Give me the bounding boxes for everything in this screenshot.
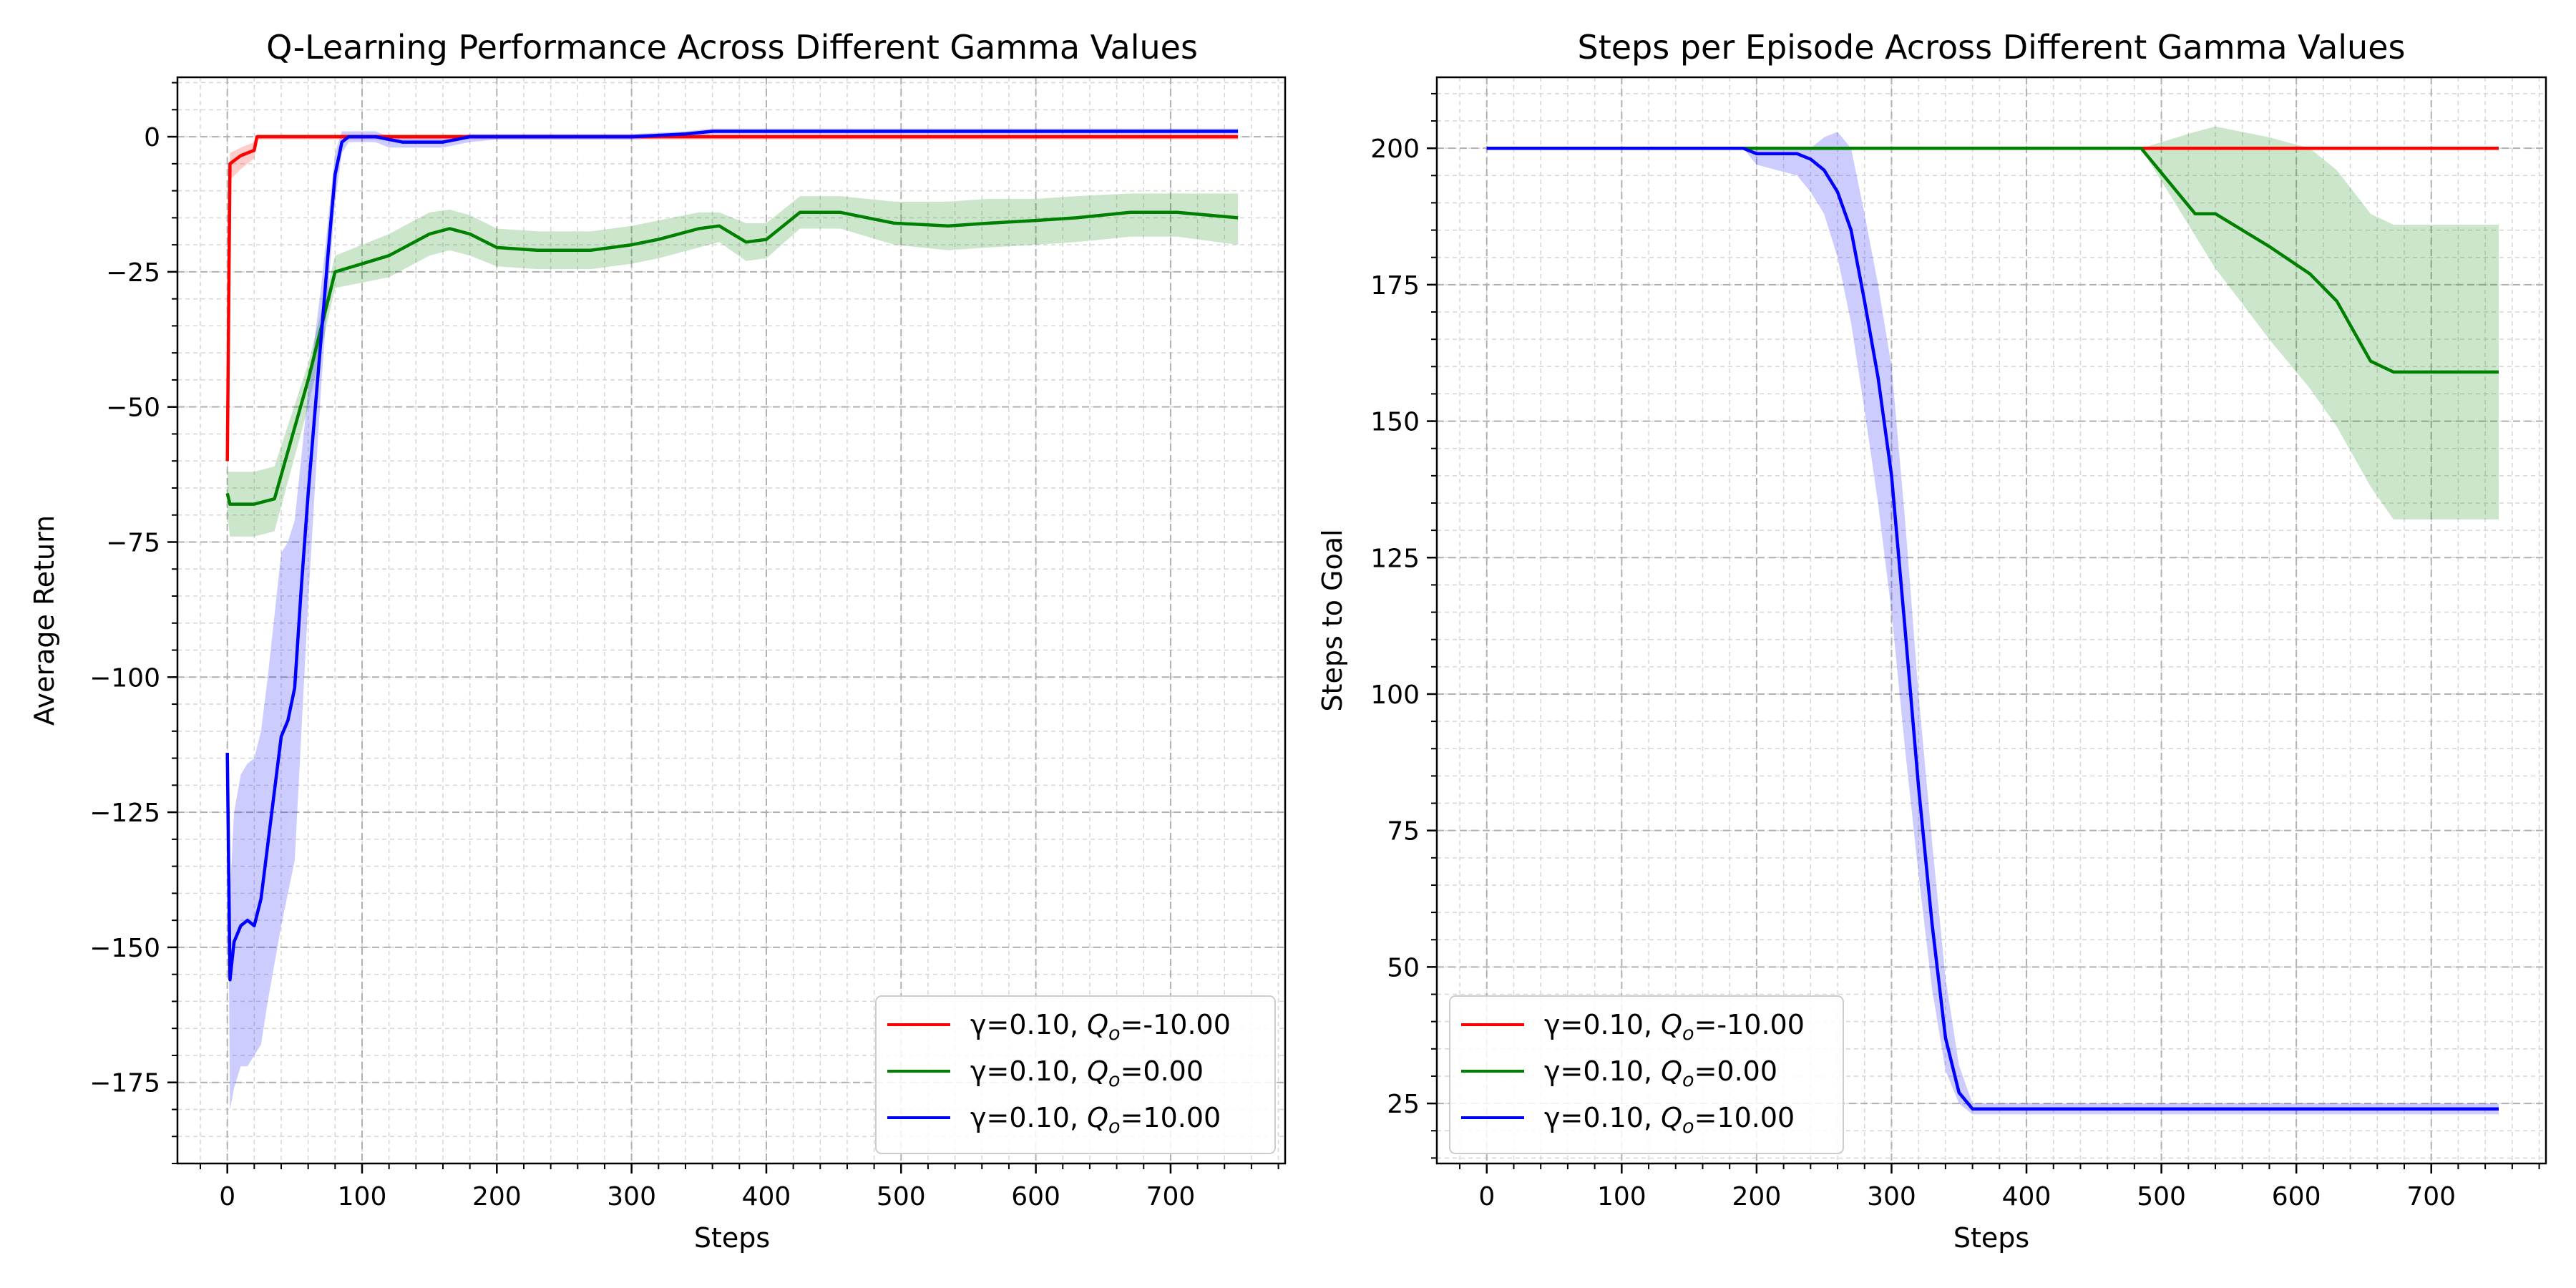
legend-entry: γ=0.10, Qo=10.00 — [887, 1102, 1221, 1138]
x-tick-label: 400 — [2002, 1182, 2051, 1211]
series-line — [1486, 146, 2499, 374]
y-tick-label: −25 — [106, 258, 160, 288]
chart-left: Q-Learning Performance Across Different … — [29, 28, 1287, 1254]
chart-right-ylabel: Steps to Goal — [1317, 529, 1348, 711]
chart-left-xlabel: Steps — [694, 1222, 770, 1254]
series-band — [227, 128, 1239, 1110]
legend-label: γ=0.10, Qo=10.00 — [970, 1102, 1221, 1138]
legend-entry: γ=0.10, Qo=0.00 — [887, 1055, 1204, 1091]
x-tick-label: 0 — [219, 1182, 235, 1211]
series-line — [225, 135, 1239, 462]
x-tick-label: 600 — [2272, 1182, 2321, 1211]
y-tick-label: 0 — [144, 123, 160, 152]
chart-right-bands — [1486, 126, 2499, 1115]
y-tick-label: 200 — [1370, 135, 1420, 164]
chart-left-frame — [176, 76, 1287, 1165]
chart-left-bands — [227, 128, 1239, 1110]
legend-entry: γ=0.10, Qo=10.00 — [1461, 1102, 1795, 1138]
series-line — [225, 210, 1239, 506]
x-tick-label: 700 — [1146, 1182, 1196, 1211]
chart-left-ylabel: Average Return — [29, 515, 60, 726]
x-tick-label: 100 — [338, 1182, 387, 1211]
y-tick-label: 75 — [1387, 817, 1420, 847]
x-tick-label: 300 — [1867, 1182, 1916, 1211]
y-tick-label: −150 — [89, 934, 160, 963]
y-tick-label: −75 — [106, 528, 160, 557]
chart-left-title: Q-Learning Performance Across Different … — [266, 28, 1198, 67]
chart-right-legend: γ=0.10, Qo=-10.00 γ=0.10, Qo=0.00 γ=0.10… — [1449, 995, 1844, 1154]
legend-label: γ=0.10, Qo=-10.00 — [1544, 1009, 1805, 1045]
y-tick-label: 100 — [1370, 680, 1420, 710]
y-tick-label: 150 — [1370, 408, 1420, 437]
chart-left-ticks: 0 100 200 300 400 500 600 700 0 −25 −50 −75 −100 −125… — [89, 82, 1279, 1211]
chart-right-legend-box — [1449, 995, 1844, 1154]
y-tick-label: −125 — [89, 799, 160, 828]
x-tick-label: 600 — [1011, 1182, 1060, 1211]
chart-left-lines — [225, 130, 1239, 982]
chart-right-frame — [1435, 76, 2547, 1165]
legend-entry: γ=0.10, Qo=-10.00 — [887, 1009, 1231, 1045]
x-tick-label: 500 — [877, 1182, 926, 1211]
y-tick-label: −175 — [89, 1069, 160, 1098]
chart-right-title: Steps per Episode Across Different Gamma… — [1578, 28, 2406, 67]
legend-label: γ=0.10, Qo=10.00 — [1544, 1102, 1795, 1138]
x-tick-label: 500 — [2137, 1182, 2186, 1211]
y-tick-label: −100 — [89, 663, 160, 693]
x-tick-label: 300 — [607, 1182, 656, 1211]
x-tick-label: 200 — [1732, 1182, 1782, 1211]
series-line — [1486, 146, 2499, 1111]
x-tick-label: 100 — [1597, 1182, 1646, 1211]
legend-entry: γ=0.10, Qo=0.00 — [1461, 1055, 1777, 1091]
y-tick-label: 125 — [1370, 544, 1420, 573]
x-tick-label: 700 — [2406, 1182, 2456, 1211]
x-tick-label: 0 — [1478, 1182, 1495, 1211]
chart-right-xlabel: Steps — [1953, 1222, 2029, 1254]
chart-left-legend-box — [875, 995, 1276, 1154]
legend-entry: γ=0.10, Qo=-10.00 — [1461, 1009, 1805, 1045]
chart-right-minor-grid — [1437, 77, 2546, 1163]
chart-left-legend: γ=0.10, Qo=-10.00 γ=0.10, Qo=0.00 γ=0.10… — [875, 995, 1276, 1154]
y-tick-label: −50 — [106, 394, 160, 423]
chart-right-ticks: 0 100 200 300 400 500 600 700 200 175 150 125 100 75 5… — [1370, 92, 2540, 1211]
y-tick-label: 175 — [1370, 271, 1420, 301]
chart-right: Steps per Episode Across Different Gamma… — [1317, 28, 2547, 1254]
legend-label: γ=0.10, Qo=0.00 — [1544, 1055, 1777, 1091]
series-band — [1486, 126, 2499, 519]
y-tick-label: 25 — [1387, 1090, 1420, 1119]
series-band — [227, 193, 1239, 537]
x-tick-label: 400 — [742, 1182, 791, 1211]
legend-label: γ=0.10, Qo=0.00 — [970, 1055, 1204, 1091]
legend-label: γ=0.10, Qo=-10.00 — [970, 1009, 1231, 1045]
series-line — [225, 130, 1239, 982]
y-tick-label: 50 — [1387, 953, 1420, 982]
x-tick-label: 200 — [472, 1182, 522, 1211]
chart-right-lines — [1486, 146, 2499, 1111]
